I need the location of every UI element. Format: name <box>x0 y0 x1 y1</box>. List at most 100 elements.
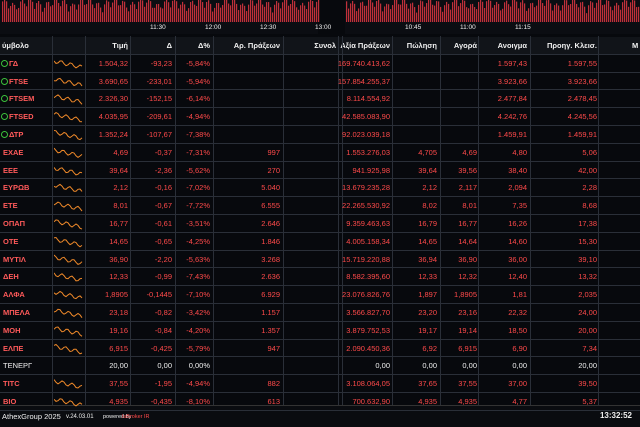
chart-bar <box>46 2 48 22</box>
chart-bar <box>406 3 408 22</box>
sparkline <box>54 130 83 141</box>
chart-bar <box>554 5 556 23</box>
chart-bar <box>276 1 278 22</box>
cell: 16,77 <box>458 219 477 228</box>
chart-bar <box>278 2 280 23</box>
cell: 169.740.413,62 <box>337 58 390 68</box>
cell: -93,23 <box>150 58 172 68</box>
chart-bar <box>572 0 574 23</box>
chart-bar <box>346 1 348 22</box>
chart-bar <box>220 7 222 22</box>
column-header: Πώληση <box>406 41 437 50</box>
chart-bar <box>242 3 244 22</box>
chart-bar <box>376 1 378 22</box>
chart-bar <box>154 7 156 23</box>
chart-bar <box>402 0 404 23</box>
column-header: ύμβολο <box>2 41 29 50</box>
cell: 5,06 <box>582 147 597 157</box>
chart-bar <box>436 1 438 22</box>
cell: -0,82 <box>154 308 172 317</box>
cell: -7,72% <box>186 201 210 211</box>
chart-bar <box>352 0 354 22</box>
cell: -5,84% <box>186 58 210 68</box>
chart-bar <box>602 5 604 22</box>
chart-bar <box>224 0 226 23</box>
intraday-charts <box>0 0 640 34</box>
chart-bar <box>112 2 114 22</box>
cell: 4.005.158,34 <box>346 236 390 246</box>
cell: 23,18 <box>109 308 128 317</box>
chart-bar <box>576 3 578 22</box>
sparkline-path <box>54 60 83 69</box>
cell: 36,90 <box>458 254 477 264</box>
chart-bar <box>618 5 620 22</box>
cell: 23,16 <box>458 308 477 317</box>
version: v.24.03.01 <box>66 414 94 420</box>
chart-bar <box>596 2 598 22</box>
index-icon <box>1 59 8 67</box>
chart-bar <box>234 0 236 23</box>
chart-bar <box>282 2 284 22</box>
cell: 9.359.463,63 <box>346 219 390 228</box>
chart-bar <box>466 7 468 22</box>
cell: 7,35 <box>512 201 527 211</box>
cell: 19,16 <box>109 325 128 335</box>
chart-bar <box>184 4 186 22</box>
chart-bar <box>34 8 36 22</box>
chart-bar <box>70 6 72 22</box>
chart-bar <box>192 0 194 22</box>
cell: 4,935 <box>109 397 128 406</box>
cell: -0,37 <box>154 147 172 157</box>
chart-bar <box>452 2 454 22</box>
chart-bar <box>268 2 270 22</box>
chart-bar <box>502 8 504 22</box>
chart-bar <box>84 4 86 23</box>
chart-bar <box>180 4 182 23</box>
table-row: ΜΠΕΛΑ 23,18 -0,82 -3,42% 1.157 3.566.827,70 23… <box>0 304 640 322</box>
chart-bar <box>610 6 612 22</box>
column-header: Μ <box>632 41 639 50</box>
chart-bar <box>162 8 164 22</box>
sparkline <box>54 147 83 158</box>
chart-bar <box>302 2 304 23</box>
chart-bar <box>474 6 476 23</box>
cell: 6.555 <box>261 201 280 211</box>
chart-bar <box>458 6 460 22</box>
chart-bar <box>160 7 162 23</box>
chart-bar <box>14 4 16 22</box>
chart-bar <box>496 1 498 23</box>
cell: 8.114.554,92 <box>346 94 390 104</box>
chart-bar <box>356 11 358 22</box>
cell: 39,10 <box>578 254 597 264</box>
cell: 8,01 <box>113 201 128 211</box>
chart-bar <box>20 1 22 22</box>
chart-bar <box>622 2 624 22</box>
chart-bar <box>472 3 474 22</box>
chart-bar <box>272 12 274 22</box>
cell: 22,32 <box>508 308 527 317</box>
chart-bar <box>460 3 462 22</box>
cell: 4,69 <box>113 147 128 157</box>
chart-bar <box>264 6 266 23</box>
chart-bar <box>18 7 20 22</box>
chart-bar <box>76 9 78 22</box>
symbol: ΒΙΟ <box>3 397 17 406</box>
chart-bar <box>74 4 76 23</box>
cell: 23,20 <box>418 308 437 317</box>
chart-bar <box>500 10 502 22</box>
chart-bar <box>32 1 34 23</box>
sparkline <box>54 184 83 193</box>
chart-bar <box>470 4 472 22</box>
cell: -7,38% <box>186 130 210 139</box>
chart-bar <box>172 0 174 23</box>
index-icon <box>1 131 8 138</box>
chart-bar <box>30 0 32 23</box>
time-label: 11:30 <box>150 24 166 31</box>
cell: 20,00 <box>109 361 128 371</box>
chart-bar <box>632 0 634 22</box>
cell: -152,15 <box>146 94 172 104</box>
chart-bar <box>132 1 134 22</box>
chart-bar <box>144 6 146 22</box>
cell: 20,00 <box>578 325 597 335</box>
chart-bar <box>96 3 98 22</box>
